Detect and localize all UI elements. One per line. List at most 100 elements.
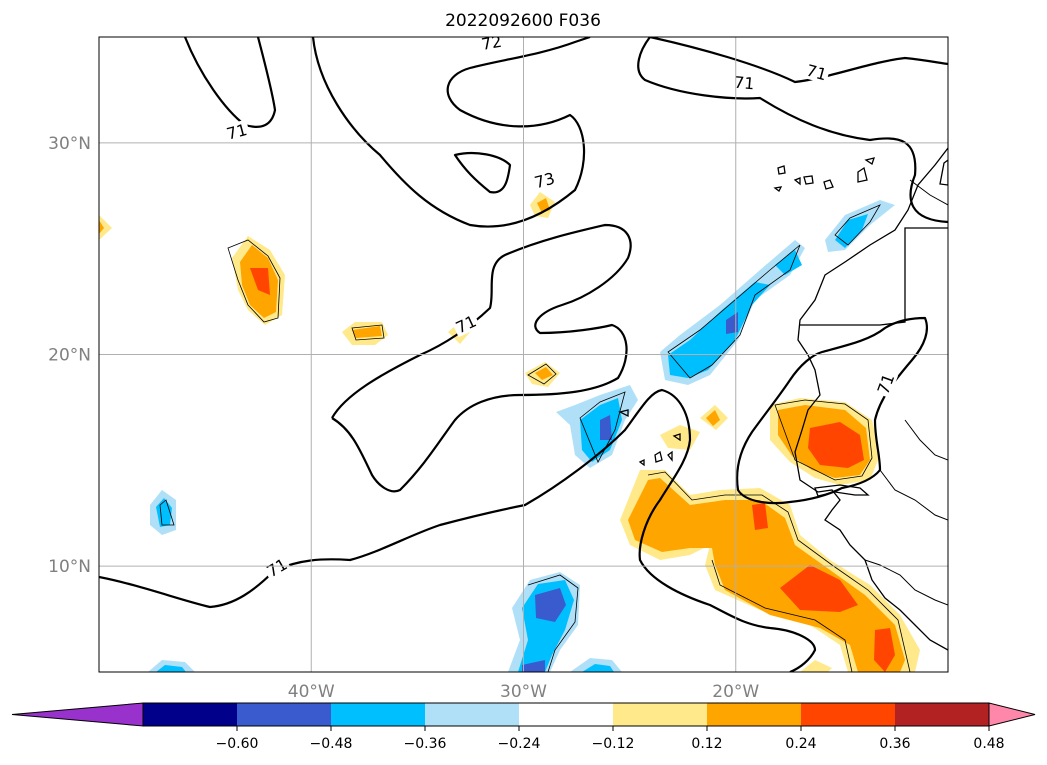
colorbar-segment [801,703,896,726]
contour-label: 73 [530,168,559,192]
colorbar-tick-label: 0.12 [691,736,722,752]
lon-tick-label: 20°W [712,682,759,702]
canary-islands [939,159,948,186]
longitude-labels: 40°W 30°W 20°W [288,682,760,702]
contour-label: 71 [731,72,758,94]
colorbar-tick-label: −0.24 [498,736,541,752]
anomaly-shading [99,192,920,672]
contour-label: 71 [222,119,251,144]
contour-73 [453,151,512,194]
colorbar-segment [237,703,332,726]
contour-label: 72 [478,37,505,54]
outline-senegal [774,399,873,481]
colorbar-segment [613,703,708,726]
positive-anomaly-edge-west-core [99,220,104,234]
colorbar-frame [142,702,990,727]
positive-anomaly-edge-west [99,215,112,240]
coastlines [618,147,948,651]
colorbar-tick-label: 0.24 [785,736,816,752]
country-borders [864,179,948,606]
colorbar-tick-label: −0.60 [216,736,259,752]
outline-west-africa-south [711,559,853,672]
colorbar-segment [895,703,990,726]
contour-71-east [637,37,948,224]
colorbar-tick-label: −0.12 [592,736,635,752]
outline-48w [159,499,175,526]
contour-label-text: 71 [225,120,250,144]
contour-label-halo [478,37,505,54]
outline-west-africa [647,471,911,672]
negative-anomaly-southwest-core [156,665,186,672]
negative-anomaly-south-strong [535,588,566,622]
strong-anomaly-coast [752,503,768,530]
colorbar-segment [707,703,802,726]
outline-small-1 [351,324,385,341]
negative-anomaly-band-strong [726,312,738,334]
contour-71-east-upper [649,37,948,84]
gridlines [99,37,948,672]
positive-anomaly-small-6-core [706,410,720,426]
colorbar-segment [331,703,426,726]
colorbar-tick-label: −0.36 [404,736,447,752]
outline-26w [579,391,626,463]
cape-verde-islands [618,409,681,467]
contour-label-halo [530,168,559,192]
positive-anomaly-small-3-core [535,367,553,380]
positive-anomaly-small-1-core [352,326,382,338]
colorbar: −0.60 −0.48 −0.36 −0.24 −0.12 0.12 0.24 0.36 0.4… [11,702,1036,752]
lat-tick-label: 30°N [48,134,91,154]
contour-label-halo [731,72,758,93]
contour-label-halo [222,119,251,144]
colorbar-segment [519,703,614,726]
contour-label-halo [451,310,481,338]
sahara-border [800,227,948,326]
strong-anomaly-sierra-leone [874,628,895,672]
negative-anomaly-canaries-core [835,214,868,248]
lat-tick-label: 20°N [48,346,91,366]
outline-band [667,244,801,379]
positive-anomaly-west-africa-core [628,478,905,672]
map-frame [98,36,949,673]
lon-tick-label: 40°W [288,682,335,702]
madeira-islands [773,157,875,192]
colorbar-segment [143,703,238,726]
latitude-labels: 10°N 20°N 30°N [48,134,91,577]
colorbar-extend-low [11,702,144,727]
colorbar-extend-high [988,702,1036,727]
contour-71-mid [331,223,632,493]
colorbar-tick-label: −0.48 [310,736,353,752]
contour-71-main [311,37,591,228]
colorbar-tick-label: 0.48 [973,736,1004,752]
height-contours [99,37,948,672]
contour-label-halo [261,553,292,582]
gambia-outline [814,484,870,497]
contour-label: 71 [802,60,831,85]
contour-label-halo [872,369,899,399]
lon-tick-label: 30°W [500,682,547,702]
outline-canaries [834,204,881,246]
strong-anomaly-43w [250,268,270,295]
contour-label-text: 71 [804,61,829,85]
chart-title: 2022092600 F036 [445,11,601,31]
negative-anomaly-south-lower [522,660,545,672]
outline-43w [227,239,281,323]
contour-71-africa [736,316,929,505]
contour-label: 71 [872,369,899,399]
negative-anomaly-south-2-core [582,664,614,672]
strong-anomaly-guinea [780,565,858,612]
contour-label-halo [802,60,831,84]
outline-small-3 [527,363,557,385]
negative-anomaly-26w-strong [600,415,612,440]
africa-coast [794,147,948,651]
positive-anomaly-south [800,660,832,672]
colorbar-segment [425,703,520,726]
anomaly-outlines [159,204,911,672]
colorbar-tick-label: 0.36 [879,736,910,752]
contour-71-northwest [183,37,277,128]
lat-tick-label: 10°N [48,557,91,577]
contour-label-text: 71 [733,73,755,94]
outline-south-blob [527,574,579,672]
